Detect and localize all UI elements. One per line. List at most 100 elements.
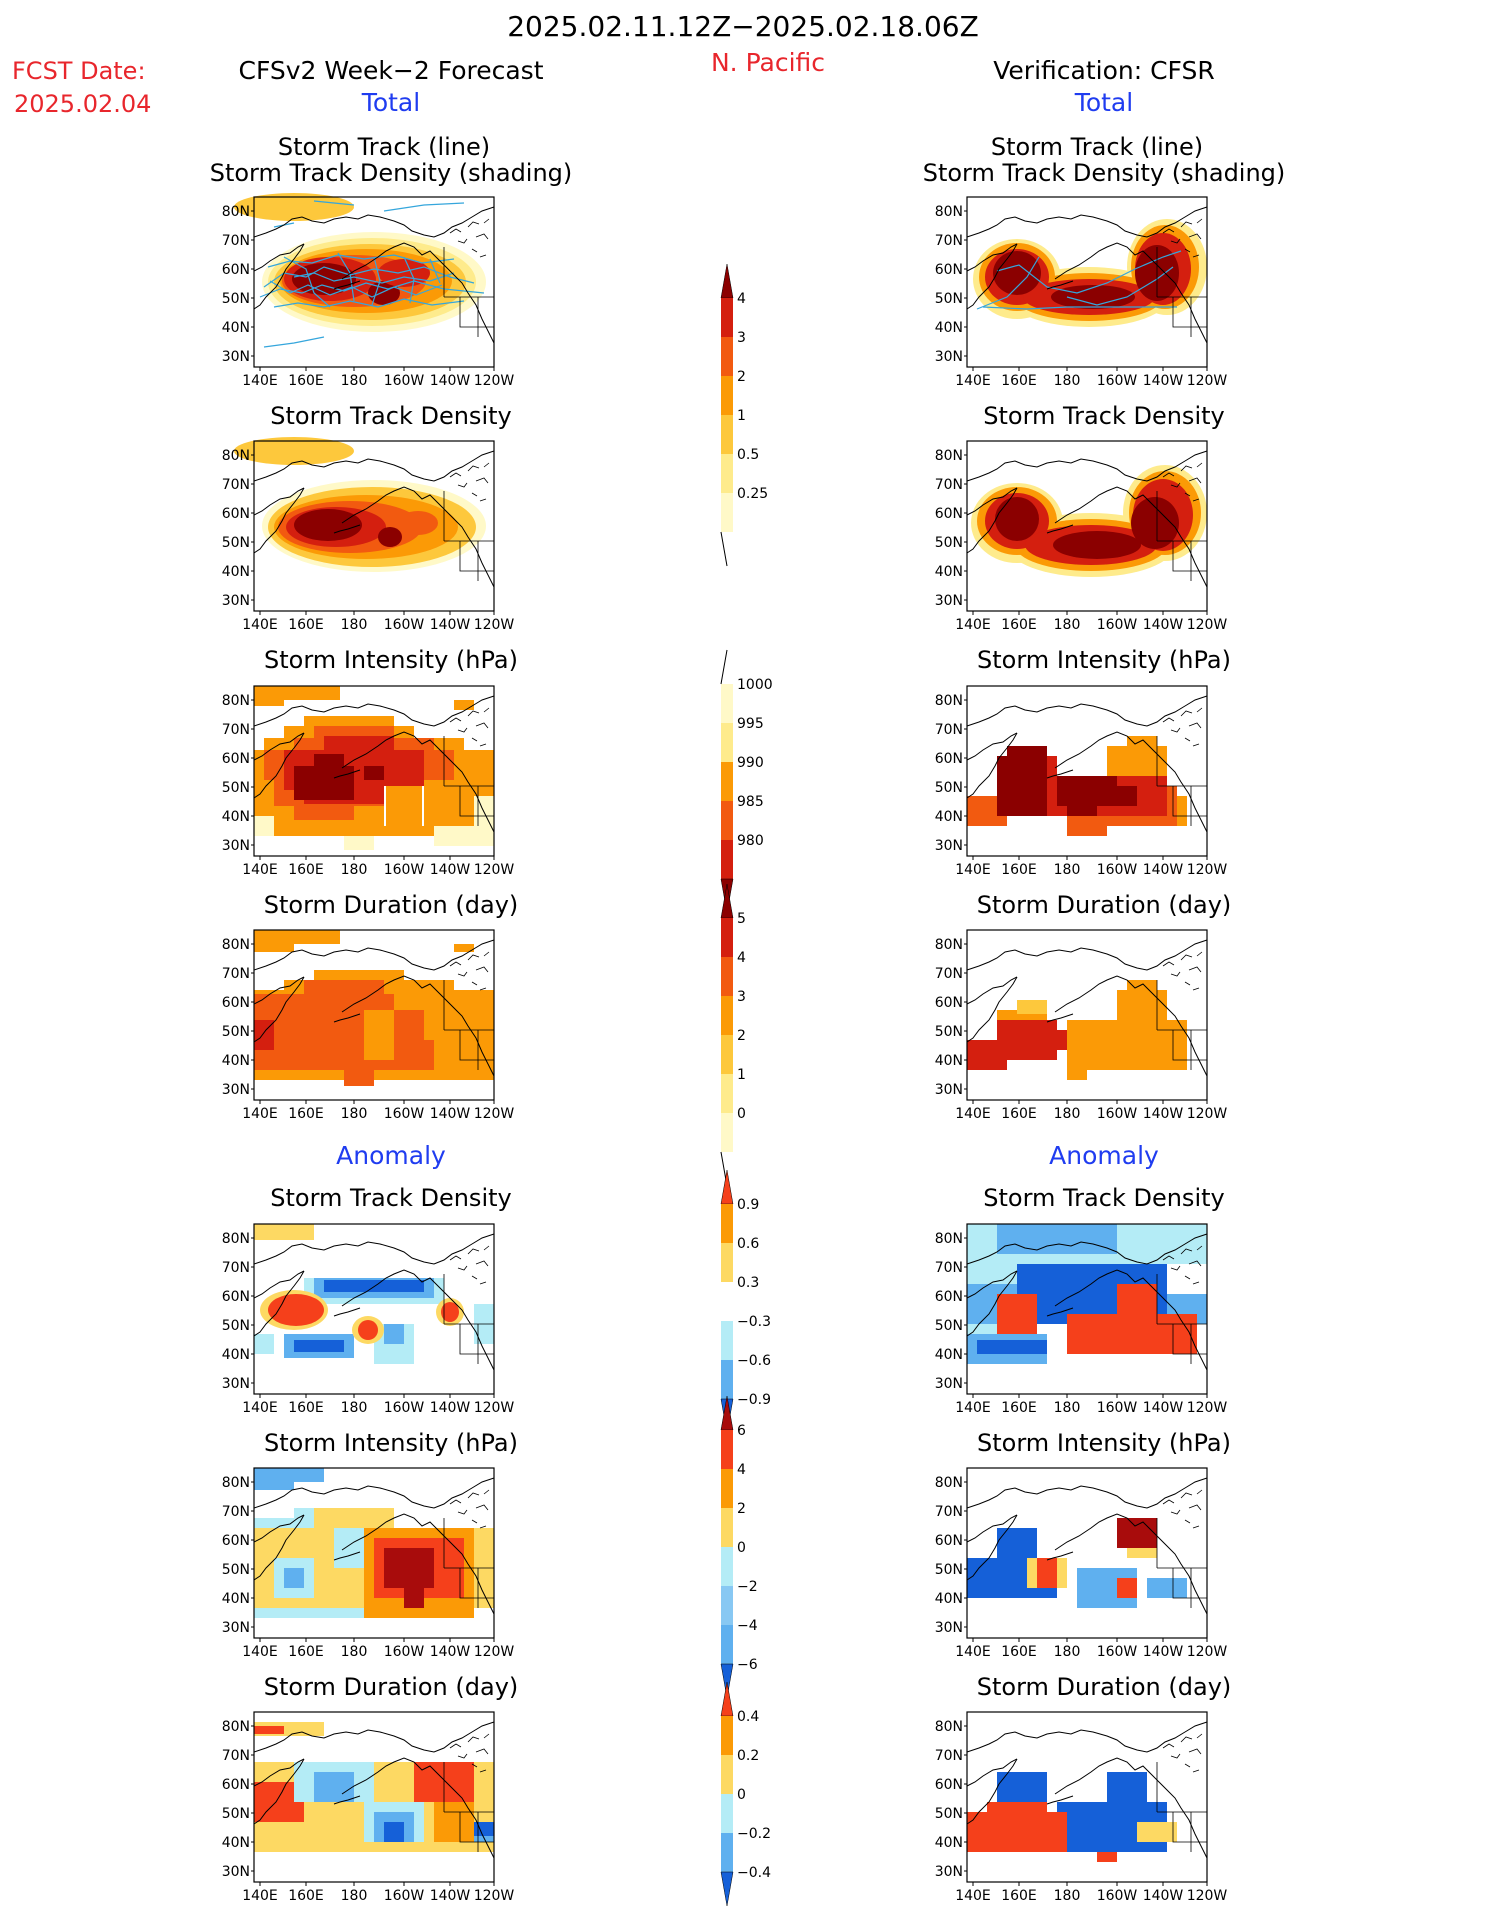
colorbar-intensity-anomaly-segment xyxy=(721,1469,733,1508)
colorbar-duration-anomaly-segment xyxy=(721,1833,733,1872)
colorbar-intensity-anomaly-label: −4 xyxy=(737,1618,758,1634)
lat-tick-label: 30N xyxy=(222,1620,250,1636)
colorbar-intensity-total-segment xyxy=(721,723,733,762)
colorbar-duration-anomaly-label: −0.4 xyxy=(737,1865,771,1881)
lon-tick-label: 160W xyxy=(384,1644,425,1660)
region-title: N. Pacific xyxy=(711,48,825,77)
lat-tick-label: 40N xyxy=(222,1835,250,1851)
map-forecast-intensity-anomaly xyxy=(253,1467,495,1639)
lat-tick-label: 70N xyxy=(935,1748,963,1764)
lon-tick-label: 140E xyxy=(242,1106,278,1122)
panel-title-anom-duration-left: Storm Duration (day) xyxy=(264,1673,519,1701)
colorbar-density-anomaly-segment xyxy=(721,1243,733,1282)
right-anomaly-label: Anomaly xyxy=(1049,1141,1159,1170)
lat-tick-label: 80N xyxy=(935,937,963,953)
colorbar-duration-anomaly-label: 0 xyxy=(737,1787,746,1803)
panel-title-duration-right: Storm Duration (day) xyxy=(977,891,1232,919)
lat-tick-label: 50N xyxy=(222,1806,250,1822)
colorbar-density-total-segment xyxy=(721,415,733,454)
colorbar-intensity-anomaly-segment xyxy=(721,1625,733,1664)
lat-tick-label: 60N xyxy=(222,1533,250,1549)
colorbar-density-total-label: 0.25 xyxy=(737,486,768,502)
lon-tick-label: 140E xyxy=(955,1106,991,1122)
panel-title-anom-density-right: Storm Track Density xyxy=(983,1184,1224,1212)
lat-tick-label: 70N xyxy=(222,1260,250,1276)
map-forecast-duration-anomaly xyxy=(253,1711,495,1883)
colorbar-duration-total-label: 4 xyxy=(737,950,746,966)
lat-tick-label: 60N xyxy=(935,506,963,522)
colorbar-intensity-total-label: 995 xyxy=(737,716,764,732)
lon-tick-label: 180 xyxy=(341,1888,368,1904)
lat-tick-label: 50N xyxy=(935,1024,963,1040)
lon-tick-label: 140W xyxy=(430,1644,471,1660)
lon-tick-label: 140E xyxy=(955,1400,991,1416)
lat-tick-label: 40N xyxy=(222,320,250,336)
lon-tick-label: 120W xyxy=(1187,617,1228,633)
lat-tick-label: 60N xyxy=(222,1289,250,1305)
colorbar-intensity-anomaly-label: 0 xyxy=(737,1540,746,1556)
lon-tick-label: 160W xyxy=(1097,617,1138,633)
lat-tick-label: 80N xyxy=(935,448,963,464)
colorbar-duration-anomaly-label: 0.4 xyxy=(737,1709,759,1725)
lat-tick-label: 70N xyxy=(935,477,963,493)
colorbar-duration-anomaly-segment xyxy=(721,1755,733,1794)
lon-tick-label: 160W xyxy=(1097,1400,1138,1416)
lon-tick-label: 120W xyxy=(1187,373,1228,389)
lat-tick-label: 40N xyxy=(222,1053,250,1069)
colorbar-density-anomaly-segment xyxy=(721,1360,733,1399)
colorbar-intensity-anomaly-label: 2 xyxy=(737,1501,746,1517)
colorbar-density-total-segment xyxy=(721,454,733,493)
lon-tick-label: 180 xyxy=(341,1106,368,1122)
lon-tick-label: 180 xyxy=(1054,1106,1081,1122)
map-forecast-density xyxy=(234,437,495,612)
colorbar-duration-total-segment xyxy=(721,996,733,1035)
colorbar-intensity-anomaly-label: −2 xyxy=(737,1579,758,1595)
colorbar-duration-total-segment xyxy=(721,957,733,996)
lon-tick-label: 140W xyxy=(430,617,471,633)
lat-tick-label: 30N xyxy=(935,1864,963,1880)
left-column-title: CFSv2 Week−2 Forecast xyxy=(239,56,544,85)
lat-tick-label: 80N xyxy=(222,937,250,953)
panel-title-density-left: Storm Track Density xyxy=(270,402,511,430)
lon-tick-label: 120W xyxy=(1187,1644,1228,1660)
lon-tick-label: 180 xyxy=(341,862,368,878)
map-verification-density xyxy=(966,440,1208,612)
colorbar-density-anomaly-label: 0.6 xyxy=(737,1236,759,1252)
panel-title-intensity-left: Storm Intensity (hPa) xyxy=(264,646,518,674)
colorbar-density-anomaly-top-arrow xyxy=(720,1169,734,1205)
lon-tick-label: 120W xyxy=(474,373,515,389)
colorbar-density-anomaly-label: −0.6 xyxy=(737,1353,771,1369)
colorbar-duration-total-label: 3 xyxy=(737,989,746,1005)
panel-title-intensity-right: Storm Intensity (hPa) xyxy=(977,646,1231,674)
lon-tick-label: 180 xyxy=(1054,1888,1081,1904)
colorbar-density-total-label: 3 xyxy=(737,330,746,346)
lat-tick-label: 50N xyxy=(935,1806,963,1822)
lon-tick-label: 140E xyxy=(955,617,991,633)
lat-tick-label: 80N xyxy=(222,693,250,709)
lat-tick-label: 60N xyxy=(935,1533,963,1549)
lat-tick-label: 50N xyxy=(222,535,250,551)
map-verification-duration xyxy=(966,929,1208,1101)
lon-tick-label: 180 xyxy=(341,1644,368,1660)
colorbar-intensity-anomaly-label: 6 xyxy=(737,1423,746,1439)
lat-tick-label: 70N xyxy=(222,1748,250,1764)
lat-tick-label: 70N xyxy=(935,233,963,249)
lat-tick-label: 70N xyxy=(222,966,250,982)
colorbar-density-anomaly-segment xyxy=(721,1321,733,1360)
colorbar-density-total-segment xyxy=(721,493,733,532)
lat-tick-label: 30N xyxy=(222,1082,250,1098)
colorbar-density-anomaly-segment xyxy=(721,1204,733,1243)
panel-title-track-left-1: Storm Track (line) xyxy=(278,133,490,161)
colorbar-density-anomaly-label: −0.9 xyxy=(737,1392,771,1408)
lat-tick-label: 50N xyxy=(935,1318,963,1334)
panel-title-track-left-2: Storm Track Density (shading) xyxy=(210,159,573,187)
lon-tick-label: 160W xyxy=(384,1888,425,1904)
colorbar-duration-total-label: 5 xyxy=(737,911,746,927)
colorbar-intensity-anomaly-label: −6 xyxy=(737,1657,758,1673)
lat-tick-label: 60N xyxy=(222,995,250,1011)
colorbar-duration-anomaly-segment xyxy=(721,1716,733,1755)
panel-title-track-right-2: Storm Track Density (shading) xyxy=(923,159,1286,187)
lat-tick-label: 80N xyxy=(222,204,250,220)
lat-tick-label: 70N xyxy=(935,1504,963,1520)
